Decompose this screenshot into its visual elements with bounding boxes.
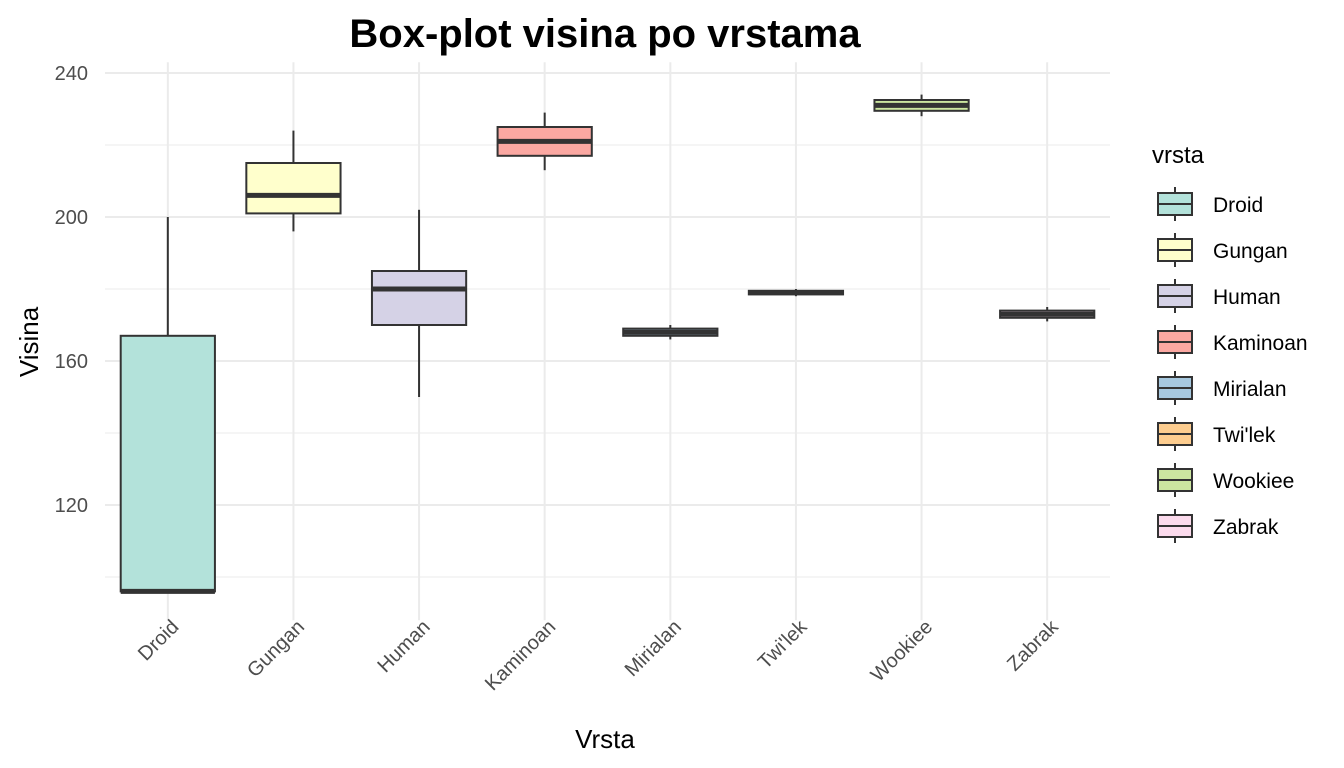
legend-label: Gungan <box>1213 240 1288 263</box>
box-human <box>370 209 468 397</box>
x-tick-label: Gungan <box>243 616 309 682</box>
legend-label: Human <box>1213 286 1281 309</box>
y-axis: 120 160 200 240 <box>55 63 88 517</box>
legend-item: Wookiee <box>1157 463 1294 497</box>
x-tick-label: Zabrak <box>1003 615 1063 675</box>
x-axis-title: Vrsta <box>575 724 635 754</box>
boxes <box>119 94 1096 594</box>
legend-label: Kaminoan <box>1213 332 1308 355</box>
legend-item: Droid <box>1157 187 1263 221</box>
legend-label: Wookiee <box>1213 470 1294 493</box>
y-tick-label: 160 <box>55 351 88 373</box>
legend-item: Zabrak <box>1157 509 1279 543</box>
legend-item: Kaminoan <box>1157 325 1308 359</box>
y-axis-title: Visina <box>14 306 44 377</box>
box-droid <box>119 217 216 594</box>
box-iqr <box>245 162 342 215</box>
x-tick-label: Kaminoan <box>481 616 560 695</box>
legend-label: Zabrak <box>1213 516 1279 539</box>
y-tick-label: 120 <box>55 495 88 517</box>
box-iqr <box>370 270 468 326</box>
box-iqr <box>119 334 216 593</box>
box-mirialan <box>622 325 719 340</box>
legend-item: Twi'lek <box>1157 417 1276 451</box>
legend-item: Gungan <box>1157 233 1288 267</box>
box-wookiee <box>873 94 970 117</box>
box-zabrak <box>999 307 1096 322</box>
x-tick-label: Twi'lek <box>754 615 812 673</box>
box-kaminoan <box>496 112 593 171</box>
x-tick-label: Wookiee <box>867 616 937 686</box>
x-tick-label: Droid <box>134 616 183 665</box>
x-tick-label: Mirialan <box>621 616 686 681</box>
legend-item: Human <box>1157 279 1281 313</box>
legend-label: Droid <box>1213 194 1263 217</box>
legend-title: vrsta <box>1152 142 1205 169</box>
y-tick-label: 200 <box>55 207 88 229</box>
box-twilek <box>747 289 845 297</box>
box-gungan <box>245 130 342 232</box>
chart-title: Box-plot visina po vrstama <box>349 12 861 56</box>
y-tick-label: 240 <box>55 63 88 85</box>
legend-label: Twi'lek <box>1213 424 1276 447</box>
x-tick-label: Human <box>373 616 434 677</box>
legend-label: Mirialan <box>1213 378 1287 401</box>
x-axis: Droid Gungan Human Kaminoan Mirialan Twi'lek W… <box>134 615 1063 695</box>
legend-item: Mirialan <box>1157 371 1287 405</box>
legend: vrsta Droid Gungan Human Kaminoan Mirialan Tw… <box>1152 142 1308 543</box>
grid <box>105 62 1110 621</box>
